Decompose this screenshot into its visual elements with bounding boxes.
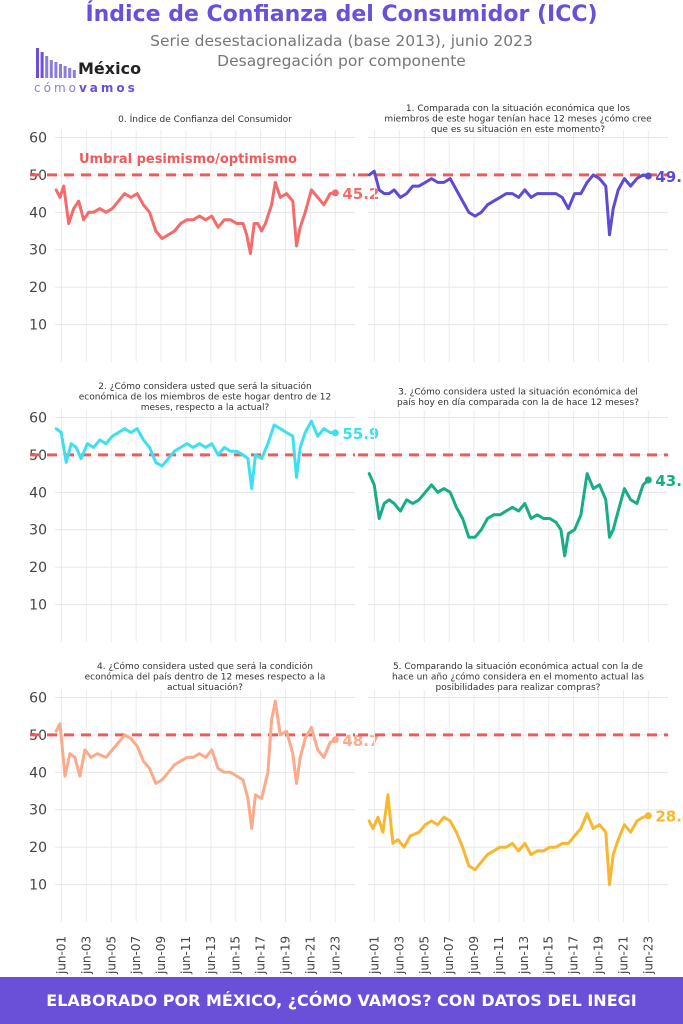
- x-tick-label: jun-03: [392, 936, 406, 975]
- logo-bars-icon: [36, 48, 76, 78]
- chart-title: 4. ¿Cómo considera usted que será la con…: [97, 661, 313, 672]
- chart-title: actual situación?: [167, 682, 243, 693]
- y-tick-label: 20: [29, 560, 47, 576]
- chart-title: miembros de este hogar tenían hace 12 me…: [384, 114, 652, 125]
- y-tick-label: 40: [29, 205, 47, 221]
- footer-banner: ELABORADO POR MÉXICO, ¿CÓMO VAMOS? CON D…: [0, 977, 683, 1024]
- y-tick-label: 40: [29, 485, 47, 501]
- last-value-label: 28.4: [655, 808, 683, 826]
- x-tick-label: jun-03: [79, 936, 93, 975]
- y-tick-label: 20: [29, 280, 47, 296]
- last-value-label: 43.3: [655, 472, 683, 490]
- series-end-point: [331, 429, 339, 437]
- x-tick-label: jun-01: [54, 936, 68, 975]
- logo-bar: [63, 66, 67, 78]
- svg-text:cómovamos: cómovamos: [34, 81, 138, 95]
- threshold-label: Umbral pesimismo/optimismo: [79, 152, 297, 167]
- y-tick-label: 30: [29, 803, 47, 819]
- mexico-como-vamos-logo: México cómovamos: [34, 48, 141, 95]
- logo-word-main: México: [78, 59, 141, 78]
- chart-grid: 0. Índice de Confianza del Consumidor 10 2…: [29, 103, 683, 975]
- y-tick-label: 10: [29, 878, 47, 894]
- chart-title: económica del país dentro de 12 meses re…: [85, 672, 326, 683]
- logo-bar: [49, 60, 53, 78]
- x-tick-label: jun-13: [204, 936, 218, 975]
- chart-title: meses, respecto a la actual?: [141, 403, 270, 413]
- x-tick-label: jun-07: [129, 936, 143, 975]
- y-tick-label: 60: [29, 410, 47, 426]
- chart-title: posibilidades para realizar compras?: [436, 683, 601, 693]
- x-tick-label: jun-15: [229, 936, 243, 975]
- series-line: [367, 472, 650, 558]
- logo-bar: [40, 52, 44, 78]
- x-tick-label: jun-23: [641, 936, 655, 975]
- x-tick-label: jun-05: [417, 936, 431, 975]
- x-tick-label: jun-05: [104, 936, 118, 975]
- chart-title: que es su situación en este momento?: [431, 124, 605, 135]
- chart-panel-2: 2. ¿Cómo considera usted que será la sit…: [29, 381, 379, 642]
- series-line: [54, 699, 337, 830]
- x-tick-label: jun-07: [442, 936, 456, 975]
- page-subtitle-2: Desagregación por componente: [217, 52, 466, 70]
- page-subtitle: Serie desestacionalizada (base 2013), ju…: [150, 32, 533, 50]
- series-end-point: [331, 736, 339, 744]
- chart-title: 0. Índice de Confianza del Consumidor: [118, 113, 292, 125]
- x-tick-label: jun-17: [254, 936, 268, 975]
- y-tick-label: 20: [29, 840, 47, 856]
- x-tick-label: jun-09: [467, 936, 481, 975]
- chart-title: 1. Comparada con la situación económica …: [406, 103, 631, 114]
- series-end-point: [331, 189, 339, 197]
- y-tick-label: 60: [29, 130, 47, 146]
- y-tick-label: 60: [29, 690, 47, 706]
- x-tick-label: jun-01: [367, 936, 381, 975]
- y-tick-label: 40: [29, 765, 47, 781]
- logo-bar: [36, 48, 39, 78]
- series-end-point: [644, 476, 652, 484]
- logo-word-sub-a: cómo: [34, 81, 79, 95]
- y-tick-label: 30: [29, 523, 47, 539]
- last-value-label: 49.7: [655, 168, 683, 186]
- logo-word-sub-b: vamos: [79, 81, 138, 95]
- logo-bar: [68, 68, 72, 78]
- x-tick-label: jun-15: [542, 936, 556, 975]
- chart-panel-4: 4. ¿Cómo considera usted que será la con…: [29, 661, 379, 975]
- last-value-label: 48.7: [342, 732, 379, 750]
- y-tick-label: 30: [29, 243, 47, 259]
- y-tick-label: 10: [29, 598, 47, 614]
- logo-bar: [72, 70, 76, 78]
- chart-panel-3: 3. ¿Cómo considera usted la situación ec…: [358, 387, 683, 642]
- x-tick-label: jun-21: [616, 936, 630, 975]
- last-value-label: 55.9: [342, 425, 379, 443]
- series-end-point: [644, 172, 652, 180]
- x-tick-label: jun-09: [154, 936, 168, 975]
- x-tick-label: jun-13: [517, 936, 531, 975]
- chart-title: 2. ¿Cómo considera usted que será la sit…: [98, 381, 311, 392]
- chart-title: país hoy en día comparada con la de hace…: [397, 398, 639, 408]
- logo-bar: [45, 56, 49, 78]
- x-tick-label: jun-11: [492, 936, 506, 975]
- x-tick-label: jun-23: [328, 936, 342, 975]
- chart-panel-0: 0. Índice de Confianza del Consumidor 10 2…: [29, 113, 379, 362]
- chart-title: hace un año ¿cómo considera en el moment…: [392, 672, 644, 683]
- series-end-point: [644, 812, 652, 820]
- series-line: [367, 169, 650, 237]
- logo-bar: [59, 64, 62, 78]
- chart-panel-1: 1. Comparada con la situación económica …: [358, 103, 683, 362]
- series-line: [54, 419, 337, 491]
- series-line: [367, 793, 650, 887]
- chart-panel-5: 5. Comparando la situación económica act…: [358, 661, 683, 975]
- page-title: Índice de Confianza del Consumidor (ICC): [85, 2, 598, 27]
- x-tick-label: jun-19: [592, 936, 606, 975]
- y-tick-label: 10: [29, 318, 47, 334]
- chart-title: económica de los miembros de este hogar …: [79, 392, 331, 403]
- last-value-label: 45.2: [342, 185, 379, 203]
- x-tick-label: jun-17: [567, 936, 581, 975]
- x-tick-label: jun-11: [179, 936, 193, 975]
- logo-bar: [54, 62, 58, 78]
- series-line: [54, 180, 337, 255]
- chart-title: 5. Comparando la situación económica act…: [393, 661, 644, 672]
- x-tick-label: jun-21: [303, 936, 317, 975]
- x-tick-label: jun-19: [279, 936, 293, 975]
- chart-title: 3. ¿Cómo considera usted la situación ec…: [398, 387, 638, 398]
